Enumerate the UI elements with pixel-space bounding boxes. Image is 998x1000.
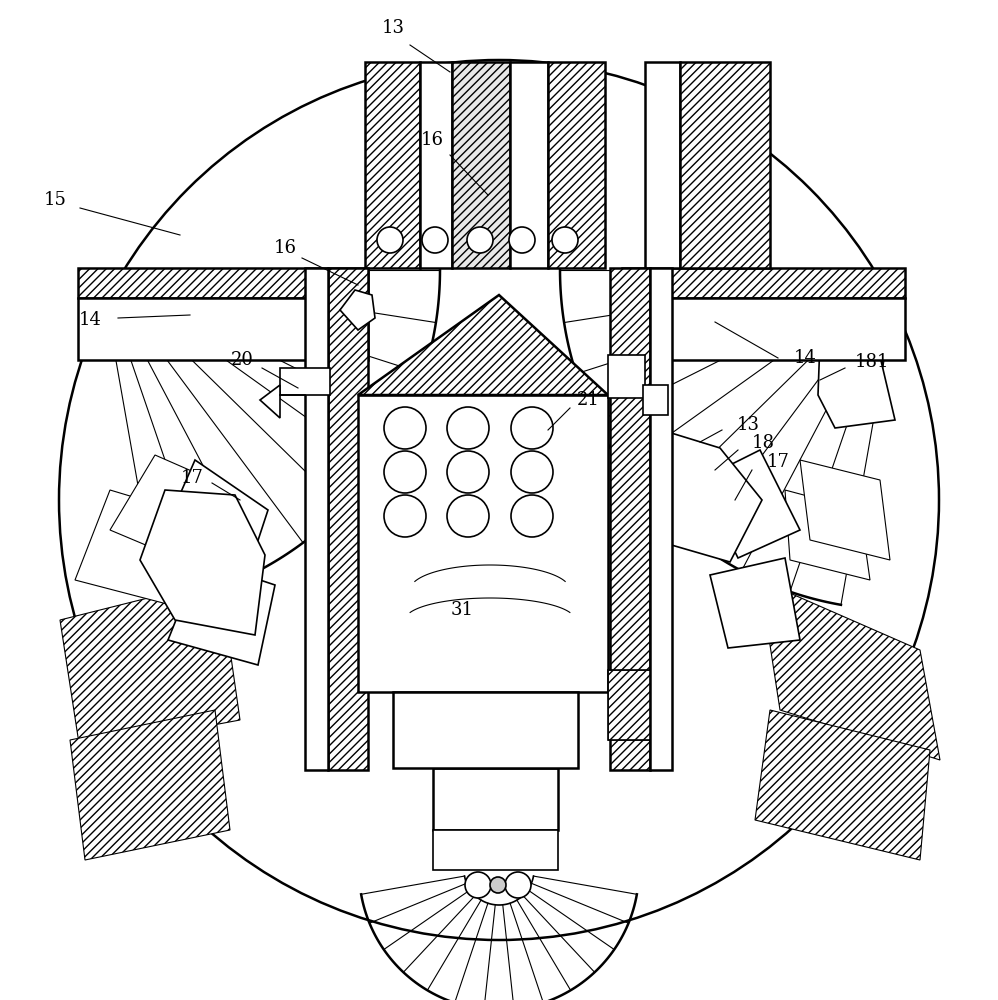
Polygon shape: [340, 290, 375, 330]
Bar: [622, 268, 905, 298]
Bar: [328, 268, 368, 770]
Text: 15: 15: [44, 191, 67, 209]
Bar: [393, 692, 578, 768]
Polygon shape: [358, 295, 608, 395]
Circle shape: [447, 451, 489, 493]
Polygon shape: [110, 455, 235, 570]
Circle shape: [511, 451, 553, 493]
Circle shape: [490, 877, 506, 893]
Bar: [622, 298, 905, 360]
Bar: [452, 62, 510, 268]
Circle shape: [59, 60, 939, 940]
Bar: [510, 62, 548, 268]
Polygon shape: [755, 710, 930, 860]
Bar: [433, 768, 558, 830]
Circle shape: [511, 407, 553, 449]
Bar: [358, 395, 608, 692]
Text: 31: 31: [450, 601, 473, 619]
Circle shape: [552, 227, 578, 253]
Text: 17: 17: [181, 469, 204, 487]
Polygon shape: [710, 558, 800, 648]
Polygon shape: [818, 340, 895, 428]
Bar: [78, 268, 368, 298]
Bar: [650, 268, 672, 770]
Text: 14: 14: [793, 349, 816, 367]
Bar: [78, 268, 368, 298]
Circle shape: [384, 495, 426, 537]
Polygon shape: [785, 490, 870, 580]
Text: 21: 21: [577, 391, 600, 409]
Text: 13: 13: [381, 19, 404, 37]
Polygon shape: [140, 490, 265, 635]
Text: 16: 16: [273, 239, 296, 257]
Text: 16: 16: [420, 131, 443, 149]
Bar: [305, 268, 328, 770]
Bar: [680, 62, 770, 268]
Text: 14: 14: [79, 311, 102, 329]
Bar: [548, 62, 605, 268]
Bar: [365, 62, 420, 268]
Bar: [280, 368, 330, 395]
Bar: [420, 62, 452, 268]
Circle shape: [505, 872, 531, 898]
Bar: [78, 298, 368, 360]
Bar: [680, 62, 770, 268]
Text: 18: 18: [751, 434, 774, 452]
Bar: [328, 268, 368, 770]
Text: 181: 181: [854, 353, 889, 371]
Circle shape: [509, 227, 535, 253]
Bar: [608, 355, 645, 398]
Polygon shape: [668, 432, 762, 562]
Bar: [645, 62, 680, 268]
Circle shape: [465, 872, 491, 898]
Bar: [610, 268, 650, 770]
Text: 17: 17: [766, 453, 789, 471]
Bar: [365, 62, 420, 268]
Bar: [452, 62, 510, 268]
Polygon shape: [70, 710, 230, 860]
Polygon shape: [260, 385, 280, 418]
Circle shape: [511, 495, 553, 537]
Text: 20: 20: [231, 351, 253, 369]
Circle shape: [377, 227, 403, 253]
Bar: [610, 268, 650, 770]
Polygon shape: [700, 450, 800, 558]
Bar: [608, 670, 650, 740]
Bar: [608, 670, 650, 740]
Bar: [643, 385, 668, 415]
Bar: [622, 268, 905, 298]
Circle shape: [467, 227, 493, 253]
Circle shape: [447, 495, 489, 537]
Circle shape: [384, 407, 426, 449]
Polygon shape: [160, 460, 268, 580]
Bar: [433, 830, 558, 870]
Text: 13: 13: [737, 416, 759, 434]
Polygon shape: [760, 580, 940, 760]
Polygon shape: [60, 580, 240, 750]
Circle shape: [422, 227, 448, 253]
Polygon shape: [75, 490, 210, 610]
Bar: [548, 62, 605, 268]
Circle shape: [384, 451, 426, 493]
Polygon shape: [168, 560, 275, 665]
Circle shape: [447, 407, 489, 449]
Polygon shape: [800, 460, 890, 560]
